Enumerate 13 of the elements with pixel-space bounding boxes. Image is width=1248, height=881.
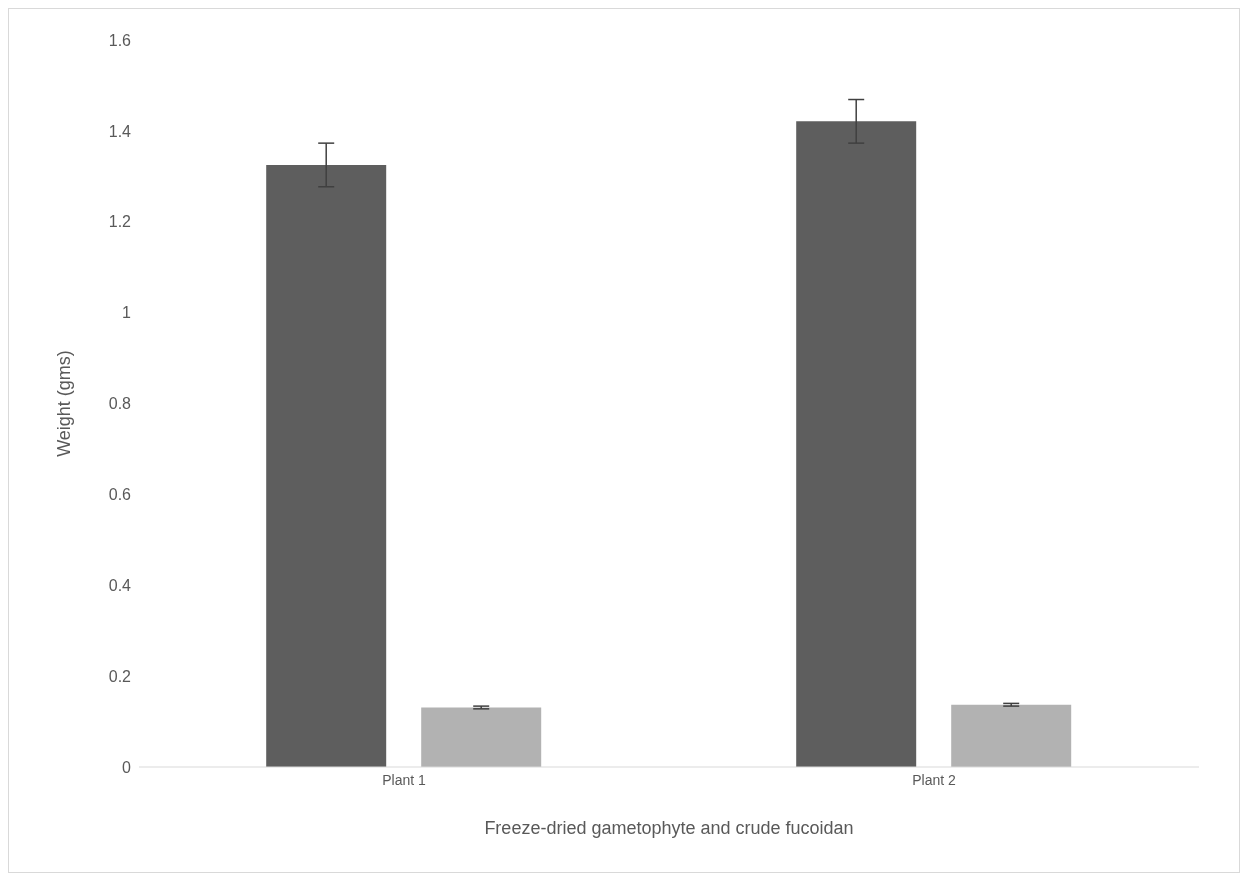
y-tick-label: 1.2 — [108, 213, 132, 231]
y-tick-label: 1 — [122, 304, 132, 322]
y-axis-title: Weight (gms) — [54, 350, 75, 457]
y-tick-label: 0 — [122, 758, 132, 776]
y-tick-label: 0.6 — [108, 486, 132, 504]
x-axis-title: Freeze-dried gametophyte and crude fucoidan — [484, 818, 854, 838]
y-tick-label: 0.2 — [108, 667, 132, 685]
x-tick-label: Plant 2 — [912, 771, 956, 788]
x-tick-label: Plant 1 — [382, 771, 426, 788]
y-tick-label: 0.4 — [108, 576, 132, 594]
y-tick-label: 0.8 — [108, 395, 132, 413]
y-tick-label: 1.6 — [108, 31, 132, 49]
y-tick-label: 1.4 — [108, 122, 132, 140]
